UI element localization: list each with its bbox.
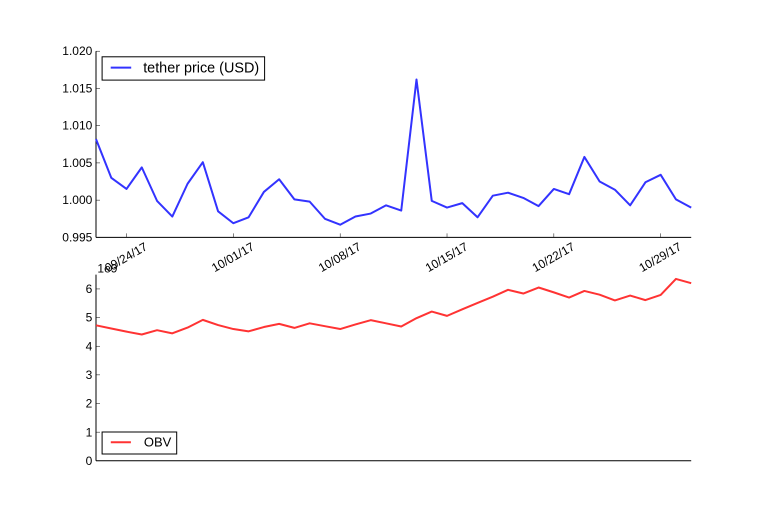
svg-text:2: 2 <box>86 397 93 411</box>
svg-text:1.000: 1.000 <box>62 193 92 207</box>
svg-text:OBV: OBV <box>144 435 172 450</box>
svg-text:3: 3 <box>86 368 93 382</box>
svg-text:tether price (USD): tether price (USD) <box>143 60 259 76</box>
svg-text:0: 0 <box>86 454 93 468</box>
svg-text:1: 1 <box>86 425 93 439</box>
svg-text:6: 6 <box>86 282 93 296</box>
svg-text:1.020: 1.020 <box>62 44 92 58</box>
svg-text:1.015: 1.015 <box>62 81 92 95</box>
svg-text:5: 5 <box>86 311 93 325</box>
svg-text:4: 4 <box>86 339 93 353</box>
svg-text:0.995: 0.995 <box>62 230 92 244</box>
svg-text:1.005: 1.005 <box>62 156 92 170</box>
svg-text:1.010: 1.010 <box>62 119 92 133</box>
svg-text:1e9: 1e9 <box>97 261 117 275</box>
